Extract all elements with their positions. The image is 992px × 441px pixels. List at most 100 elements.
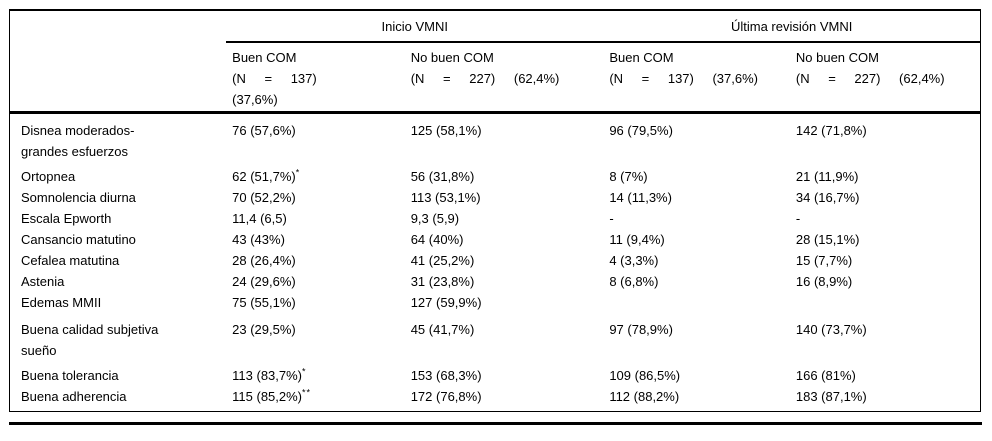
footnote-marker: * bbox=[302, 366, 307, 377]
cell-value: 70 (52,2%) bbox=[232, 190, 296, 205]
cell-value: 183 (87,1%) bbox=[795, 389, 867, 404]
subheader-line: Buen COM bbox=[232, 50, 297, 65]
cell-value: 97 (78,9%) bbox=[609, 322, 673, 337]
cell-value: 172 (76,8%) bbox=[410, 389, 482, 404]
table-row: Buena calidad subjetiva sueño 23 (29,5%)… bbox=[10, 313, 981, 365]
data-cell: 56 (31,8%) bbox=[405, 166, 604, 187]
column-group-header-row: Inicio VMNI Última revisión VMNI bbox=[10, 10, 981, 43]
cell-value: 153 (68,3%) bbox=[410, 368, 482, 383]
subheader-line: Buen COM bbox=[609, 50, 674, 65]
table-row: Ortopnea 62 (51,7%)* 56 (31,8%) 8 (7%) 2… bbox=[10, 166, 981, 187]
data-cell: 62 (51,7%)* bbox=[226, 166, 405, 187]
cell-value: 64 (40%) bbox=[410, 232, 464, 247]
subheader-revision-no-buen-com: No buen COM (N = 227) (62,4%) bbox=[789, 42, 981, 114]
data-cell: 4 (3,3%) bbox=[603, 250, 790, 271]
data-cell: 8 (6,8%) bbox=[603, 271, 790, 292]
data-cell: 113 (53,1%) bbox=[405, 187, 604, 208]
data-cell: 96 (79,5%) bbox=[603, 113, 790, 167]
table-row: Disnea moderados- grandes esfuerzos 76 (… bbox=[10, 113, 981, 167]
table-row: Edemas MMII 75 (55,1%) 127 (59,9%) bbox=[10, 292, 981, 313]
cell-value: 4 (3,3%) bbox=[609, 253, 659, 268]
cell-value: 41 (25,2%) bbox=[410, 253, 475, 268]
subheader-revision-buen-com: Buen COM (N = 137) (37,6%) bbox=[603, 42, 790, 114]
stub-cell bbox=[10, 10, 227, 42]
cell-value: 31 (23,8%) bbox=[410, 274, 475, 289]
table-row: Buena tolerancia 113 (83,7%)* 153 (68,3%… bbox=[10, 365, 981, 386]
cell-value: 15 (7,7%) bbox=[795, 253, 853, 268]
table-row: Escala Epworth 11,4 (6,5) 9,3 (5,9) - - bbox=[10, 208, 981, 229]
data-cell: 109 (86,5%) bbox=[603, 365, 790, 386]
data-cell: 153 (68,3%) bbox=[405, 365, 604, 386]
data-cell: 21 (11,9%) bbox=[790, 166, 981, 187]
cell-value: 112 (88,2%) bbox=[609, 389, 680, 404]
cell-value: 8 (6,8%) bbox=[609, 274, 659, 289]
data-cell: 31 (23,8%) bbox=[405, 271, 604, 292]
subheader-line: (N = 227) (62,4%) bbox=[410, 71, 560, 86]
cell-value: 142 (71,8%) bbox=[795, 123, 867, 138]
table-row: Astenia 24 (29,6%) 31 (23,8%) 8 (6,8%) 1… bbox=[10, 271, 981, 292]
cell-value: 127 (59,9%) bbox=[410, 295, 482, 310]
cell-value: 11 (9,4%) bbox=[609, 232, 665, 247]
subheader-line: (37,6%) bbox=[232, 92, 278, 107]
column-group-ultima-revision-vmni: Última revisión VMNI bbox=[603, 10, 981, 43]
column-group-inicio-vmni: Inicio VMNI bbox=[226, 10, 604, 43]
row-label: Cefalea matutina bbox=[21, 253, 120, 268]
data-cell: 28 (26,4%) bbox=[226, 250, 405, 271]
cell-value: 28 (15,1%) bbox=[795, 232, 860, 247]
data-cell: 28 (15,1%) bbox=[790, 229, 981, 250]
data-cell: 172 (76,8%) bbox=[405, 386, 604, 412]
sub-header-row: Buen COM (N = 137) (37,6%) No buen COM (… bbox=[9, 42, 981, 114]
cell-value: 24 (29,6%) bbox=[232, 274, 296, 289]
table-body: Disnea moderados- grandes esfuerzos 76 (… bbox=[10, 113, 981, 412]
cell-value: 56 (31,8%) bbox=[410, 169, 475, 184]
row-label: Somnolencia diurna bbox=[21, 190, 136, 205]
table-container: Inicio VMNI Última revisión VMNI Buen CO… bbox=[9, 9, 982, 425]
data-cell bbox=[603, 292, 790, 313]
cell-value: 96 (79,5%) bbox=[609, 123, 673, 138]
cell-value: 115 (85,2%) bbox=[232, 389, 303, 404]
row-label: Buena calidad subjetiva sueño bbox=[21, 322, 159, 358]
data-cell: 112 (88,2%) bbox=[603, 386, 790, 412]
cell-value: 34 (16,7%) bbox=[795, 190, 860, 205]
table-row: Buena adherencia 115 (85,2%)** 172 (76,8… bbox=[10, 386, 981, 412]
cell-value: 28 (26,4%) bbox=[232, 253, 296, 268]
data-cell: 11,4 (6,5) bbox=[226, 208, 405, 229]
footnote-marker: * bbox=[295, 167, 301, 178]
data-cell: 142 (71,8%) bbox=[790, 113, 981, 167]
data-cell: 127 (59,9%) bbox=[405, 292, 604, 313]
data-cell: 43 (43%) bbox=[226, 229, 405, 250]
data-cell: 70 (52,2%) bbox=[226, 187, 405, 208]
cell-value: 109 (86,5%) bbox=[609, 368, 681, 383]
data-cell: - bbox=[790, 208, 981, 229]
subheader-line: (N = 227) (62,4%) bbox=[795, 71, 945, 86]
table-row: Somnolencia diurna 70 (52,2%) 113 (53,1%… bbox=[10, 187, 981, 208]
cell-value: 8 (7%) bbox=[609, 169, 648, 184]
data-cell: - bbox=[603, 208, 790, 229]
data-cell: 113 (83,7%)* bbox=[226, 365, 405, 386]
cell-value: 166 (81%) bbox=[795, 368, 856, 383]
data-cell: 75 (55,1%) bbox=[226, 292, 405, 313]
data-cell: 183 (87,1%) bbox=[790, 386, 981, 412]
cell-value: 113 (83,7%) bbox=[232, 368, 303, 383]
data-cell: 9,3 (5,9) bbox=[405, 208, 604, 229]
cell-value: - bbox=[795, 211, 801, 226]
subheader-inicio-no-buen-com: No buen COM (N = 227) (62,4%) bbox=[404, 42, 604, 114]
data-cell: 97 (78,9%) bbox=[603, 313, 790, 365]
data-cell: 24 (29,6%) bbox=[226, 271, 405, 292]
data-cell: 64 (40%) bbox=[405, 229, 604, 250]
row-label: Buena tolerancia bbox=[21, 368, 119, 383]
data-cell: 11 (9,4%) bbox=[603, 229, 790, 250]
cell-value: 125 (58,1%) bbox=[410, 123, 482, 138]
data-cell: 76 (57,6%) bbox=[226, 113, 405, 167]
footnote-marker: ** bbox=[302, 387, 312, 398]
data-cell: 23 (29,5%) bbox=[226, 313, 405, 365]
subheader-line: No buen COM bbox=[795, 50, 879, 65]
subheader-line: (N = 137) (37,6%) bbox=[609, 71, 758, 86]
data-cell: 16 (8,9%) bbox=[790, 271, 981, 292]
row-label: Cansancio matutino bbox=[21, 232, 136, 247]
cell-value: 113 (53,1%) bbox=[410, 190, 481, 205]
vmni-symptoms-table: Inicio VMNI Última revisión VMNI Buen CO… bbox=[9, 9, 981, 412]
row-label: Buena adherencia bbox=[21, 389, 127, 404]
row-label: Edemas MMII bbox=[21, 295, 102, 310]
cell-value: 21 (11,9%) bbox=[795, 169, 859, 184]
